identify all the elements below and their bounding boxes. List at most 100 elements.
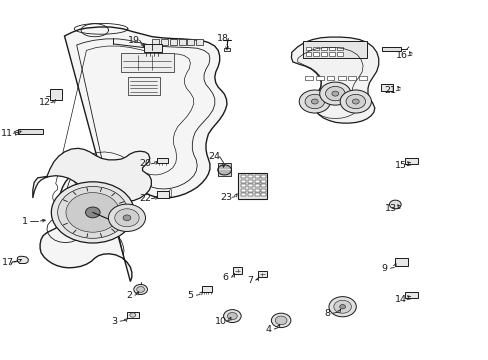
FancyBboxPatch shape bbox=[143, 44, 162, 52]
Circle shape bbox=[66, 193, 120, 232]
Text: 2: 2 bbox=[125, 291, 132, 300]
Circle shape bbox=[275, 316, 286, 325]
FancyBboxPatch shape bbox=[247, 175, 252, 178]
Circle shape bbox=[328, 297, 356, 317]
FancyBboxPatch shape bbox=[254, 193, 259, 196]
Circle shape bbox=[123, 215, 131, 221]
Circle shape bbox=[311, 99, 318, 104]
Circle shape bbox=[227, 312, 237, 320]
FancyBboxPatch shape bbox=[328, 47, 334, 50]
FancyBboxPatch shape bbox=[241, 180, 245, 183]
FancyBboxPatch shape bbox=[169, 39, 176, 45]
Circle shape bbox=[115, 209, 139, 227]
FancyBboxPatch shape bbox=[238, 173, 266, 199]
Text: 14: 14 bbox=[394, 295, 407, 304]
Circle shape bbox=[217, 165, 231, 175]
FancyBboxPatch shape bbox=[241, 184, 245, 187]
Text: 23: 23 bbox=[220, 193, 232, 202]
FancyBboxPatch shape bbox=[328, 52, 334, 56]
FancyBboxPatch shape bbox=[321, 52, 326, 56]
Text: 24: 24 bbox=[207, 152, 220, 161]
FancyBboxPatch shape bbox=[121, 53, 174, 72]
Circle shape bbox=[108, 204, 145, 231]
Circle shape bbox=[85, 207, 100, 218]
FancyBboxPatch shape bbox=[161, 39, 167, 45]
FancyBboxPatch shape bbox=[348, 76, 356, 80]
Circle shape bbox=[51, 182, 134, 243]
Text: 21: 21 bbox=[384, 86, 396, 95]
FancyBboxPatch shape bbox=[313, 47, 319, 50]
FancyBboxPatch shape bbox=[254, 189, 259, 192]
Text: 8: 8 bbox=[324, 309, 329, 318]
FancyBboxPatch shape bbox=[261, 180, 265, 183]
FancyBboxPatch shape bbox=[187, 39, 194, 45]
FancyBboxPatch shape bbox=[315, 76, 323, 80]
FancyBboxPatch shape bbox=[152, 39, 159, 45]
Text: 9: 9 bbox=[381, 264, 387, 273]
FancyBboxPatch shape bbox=[241, 175, 245, 178]
FancyBboxPatch shape bbox=[257, 271, 266, 277]
FancyBboxPatch shape bbox=[241, 189, 245, 192]
Polygon shape bbox=[17, 256, 28, 264]
FancyBboxPatch shape bbox=[128, 77, 159, 95]
Circle shape bbox=[130, 313, 136, 317]
FancyBboxPatch shape bbox=[233, 267, 242, 274]
Circle shape bbox=[299, 90, 330, 113]
FancyBboxPatch shape bbox=[247, 184, 252, 187]
Polygon shape bbox=[33, 148, 151, 202]
Circle shape bbox=[346, 94, 365, 109]
FancyBboxPatch shape bbox=[380, 84, 392, 91]
FancyBboxPatch shape bbox=[321, 47, 326, 50]
FancyBboxPatch shape bbox=[127, 312, 139, 318]
Circle shape bbox=[352, 99, 359, 104]
FancyBboxPatch shape bbox=[202, 286, 211, 292]
Text: 10: 10 bbox=[214, 317, 226, 325]
Text: 22: 22 bbox=[139, 194, 151, 203]
Text: 15: 15 bbox=[394, 161, 407, 170]
FancyBboxPatch shape bbox=[157, 158, 167, 163]
FancyBboxPatch shape bbox=[247, 189, 252, 192]
Polygon shape bbox=[40, 27, 226, 282]
FancyBboxPatch shape bbox=[394, 258, 407, 266]
FancyBboxPatch shape bbox=[404, 158, 417, 164]
FancyBboxPatch shape bbox=[254, 175, 259, 178]
FancyBboxPatch shape bbox=[241, 193, 245, 196]
Circle shape bbox=[319, 82, 350, 105]
FancyBboxPatch shape bbox=[157, 191, 168, 198]
Circle shape bbox=[333, 300, 351, 313]
Circle shape bbox=[340, 90, 371, 113]
Circle shape bbox=[137, 287, 144, 292]
Circle shape bbox=[271, 313, 290, 328]
Text: 7: 7 bbox=[246, 276, 252, 284]
Text: 19: 19 bbox=[127, 36, 140, 45]
Circle shape bbox=[339, 305, 345, 309]
Circle shape bbox=[325, 86, 345, 101]
Text: 4: 4 bbox=[265, 325, 271, 333]
FancyBboxPatch shape bbox=[336, 52, 342, 56]
Circle shape bbox=[134, 284, 147, 294]
FancyBboxPatch shape bbox=[261, 184, 265, 187]
FancyBboxPatch shape bbox=[50, 89, 62, 100]
Text: 13: 13 bbox=[385, 204, 397, 213]
Text: 3: 3 bbox=[111, 317, 117, 325]
FancyBboxPatch shape bbox=[313, 52, 319, 56]
Text: 20: 20 bbox=[139, 159, 151, 168]
Circle shape bbox=[388, 200, 400, 209]
Text: 12: 12 bbox=[39, 98, 51, 107]
FancyBboxPatch shape bbox=[305, 52, 311, 56]
FancyBboxPatch shape bbox=[305, 76, 312, 80]
FancyBboxPatch shape bbox=[302, 41, 366, 58]
Circle shape bbox=[305, 94, 324, 109]
Text: 5: 5 bbox=[187, 291, 193, 300]
Circle shape bbox=[223, 310, 241, 323]
FancyBboxPatch shape bbox=[178, 39, 185, 45]
FancyBboxPatch shape bbox=[337, 76, 345, 80]
FancyBboxPatch shape bbox=[196, 39, 203, 45]
FancyBboxPatch shape bbox=[247, 180, 252, 183]
Text: 18: 18 bbox=[216, 34, 228, 43]
FancyBboxPatch shape bbox=[261, 193, 265, 196]
FancyBboxPatch shape bbox=[223, 48, 230, 51]
FancyBboxPatch shape bbox=[18, 129, 42, 134]
FancyBboxPatch shape bbox=[381, 47, 400, 51]
Circle shape bbox=[331, 91, 338, 96]
